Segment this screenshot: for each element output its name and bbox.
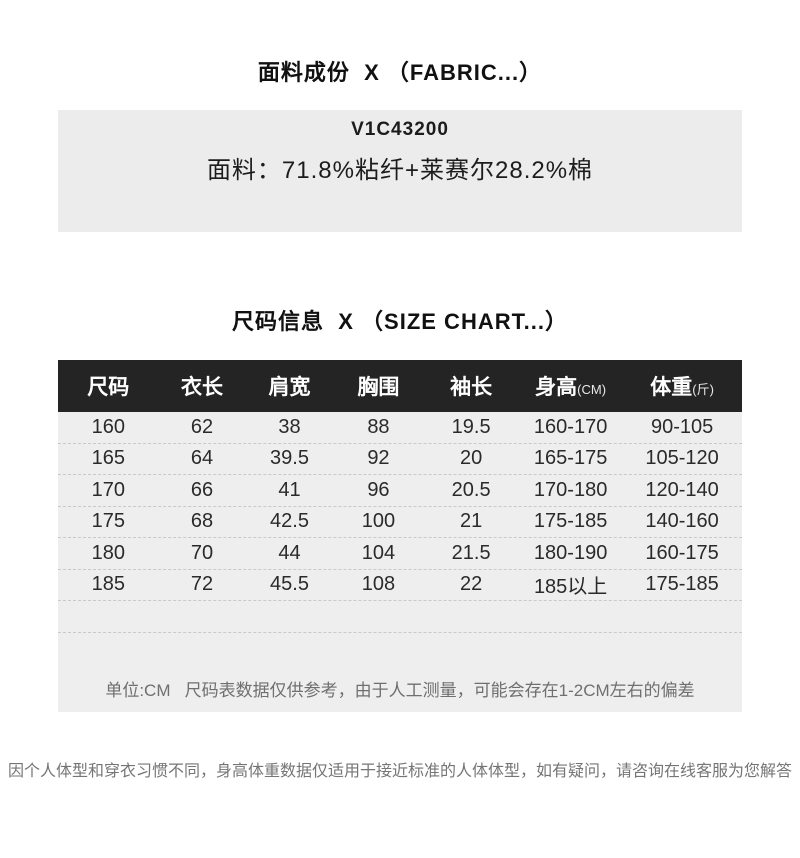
col-header-unit: (CM) — [577, 382, 607, 397]
col-header-length: 衣长 — [159, 371, 246, 401]
product-code: V1C43200 — [351, 119, 449, 140]
size-table-cell: 170-180 — [533, 478, 608, 501]
footer-disclaimer: 因个人体型和穿衣习惯不同，身高体重数据仅适用于接近标准的人体体型，如有疑问，请咨… — [7, 763, 792, 780]
col-header-label: 尺码 — [87, 376, 130, 399]
size-table-cell: 105-120 — [645, 447, 719, 470]
size-table-cell: 120-140 — [645, 478, 719, 501]
col-header-label: 体重 — [650, 376, 693, 399]
size-table-cell: 160 — [91, 415, 125, 438]
size-table-cell: 22 — [459, 573, 483, 596]
size-table-cell: 104 — [361, 541, 396, 564]
size-table-cell: 90-105 — [650, 415, 714, 438]
size-table-cell: 68 — [190, 510, 214, 533]
col-header-shoulder: 肩宽 — [245, 371, 333, 401]
product-detail-page: 面料成份 X （FABRIC...） V1C43200 面料：71.8%粘纤+莱… — [0, 58, 800, 858]
size-chart-table: 尺码 衣长 肩宽 胸围 袖长 身高(CM) 体重(斤) 160 62 38 88 19.5 160-1… — [58, 360, 742, 712]
fabric-info-box: V1C43200 面料：71.8%粘纤+莱赛尔28.2%棉 — [58, 110, 742, 232]
size-table-note: 单位:CM 尺码表数据仅供参考，由于人工测量，可能会存在1-2CM左右的偏差 — [105, 681, 695, 700]
size-table-row: 175 68 42.5 100 21 175-185 140-160 — [58, 507, 742, 538]
size-table-cell: 140-160 — [645, 510, 719, 533]
size-table-cell: 20.5 — [451, 478, 491, 501]
col-header-label: 衣长 — [180, 376, 223, 399]
size-table-cell: 19.5 — [451, 415, 491, 438]
col-header-label: 袖长 — [450, 376, 493, 399]
size-table-cell: 165-175 — [533, 447, 608, 470]
col-header-label: 胸围 — [357, 376, 400, 399]
size-table-cell: 62 — [190, 415, 214, 438]
size-table-cell: 44 — [278, 541, 301, 564]
size-table-cell: 160-175 — [645, 541, 719, 564]
size-table-cell: 45.5 — [270, 573, 309, 596]
size-table-cell: 70 — [190, 541, 214, 564]
size-table-cell: 170 — [91, 478, 125, 501]
size-table-cell: 66 — [190, 478, 214, 501]
size-table-cell: 180 — [91, 541, 125, 564]
size-table-row: 160 62 38 88 19.5 160-170 90-105 — [58, 412, 742, 444]
size-table-cell: 92 — [367, 447, 390, 470]
col-header-chest: 胸围 — [334, 371, 424, 401]
size-table-row: 165 64 39.5 92 20 165-175 105-120 — [58, 444, 742, 475]
size-table-cell: 96 — [367, 478, 390, 501]
col-header-weight: 体重(斤) — [622, 371, 742, 401]
size-table-cell: 108 — [361, 573, 396, 596]
size-table-cell: 165 — [91, 447, 125, 470]
size-table-cell: 64 — [190, 447, 214, 470]
size-table-row: 185 72 45.5 108 22 185以上 175-185 — [58, 570, 742, 601]
size-table-cell: 100 — [361, 510, 396, 533]
size-table-cell: 88 — [367, 415, 390, 438]
size-table-cell: 185 — [91, 573, 125, 596]
size-table-cell: 160-170 — [533, 415, 608, 438]
size-table-cell: 42.5 — [270, 510, 309, 533]
fabric-section-title: 面料成份 X （FABRIC...） — [257, 60, 543, 85]
size-table-cell: 21 — [459, 510, 483, 533]
size-table-cell: 175-185 — [533, 510, 608, 533]
empty-table-row — [58, 601, 742, 633]
size-section-title: 尺码信息 X （SIZE CHART...） — [232, 309, 568, 334]
size-table-cell: 185以上 — [533, 576, 608, 599]
size-table-cell: 72 — [190, 573, 214, 596]
size-table-cell: 20 — [459, 447, 483, 470]
size-table-header-row: 尺码 衣长 肩宽 胸围 袖长 身高(CM) 体重(斤) — [58, 360, 742, 412]
size-table-row: 180 70 44 104 21.5 180-190 160-175 — [58, 538, 742, 570]
size-table-row: 170 66 41 96 20.5 170-180 120-140 — [58, 475, 742, 507]
size-table-cell: 41 — [278, 478, 301, 501]
size-table-cell: 175-185 — [645, 573, 719, 596]
size-table-cell: 38 — [278, 415, 301, 438]
size-table-cell: 21.5 — [451, 541, 491, 564]
col-header-size: 尺码 — [58, 371, 159, 401]
size-table-cell: 175 — [91, 510, 125, 533]
size-table-cell: 39.5 — [270, 447, 309, 470]
fabric-composition: 面料：71.8%粘纤+莱赛尔28.2%棉 — [206, 157, 594, 184]
col-header-label: 肩宽 — [268, 376, 311, 399]
size-table-cell: 180-190 — [533, 541, 608, 564]
col-header-label: 身高 — [535, 376, 578, 399]
col-header-height: 身高(CM) — [519, 371, 622, 401]
col-header-sleeve: 袖长 — [423, 371, 519, 401]
col-header-unit: (斤) — [692, 382, 714, 397]
size-table-body: 160 62 38 88 19.5 160-170 90-105 165 64 39.5 92 20 1… — [58, 412, 742, 712]
